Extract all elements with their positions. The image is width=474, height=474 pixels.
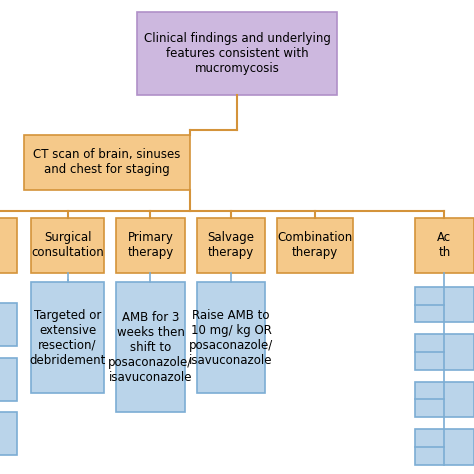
FancyBboxPatch shape	[31, 282, 104, 393]
Text: Salvage
therapy: Salvage therapy	[208, 231, 255, 259]
Text: AMB for 3
weeks then
shift to
posaconazole/
isavuconazole: AMB for 3 weeks then shift to posaconazo…	[109, 310, 192, 384]
FancyBboxPatch shape	[31, 218, 104, 273]
FancyBboxPatch shape	[116, 218, 185, 273]
Text: Clinical findings and underlying
features consistent with
mucromycosis: Clinical findings and underlying feature…	[144, 32, 330, 75]
FancyBboxPatch shape	[415, 334, 474, 370]
FancyBboxPatch shape	[137, 12, 337, 95]
FancyBboxPatch shape	[24, 135, 190, 190]
Text: CT scan of brain, sinuses
and chest for staging: CT scan of brain, sinuses and chest for …	[33, 148, 180, 176]
FancyBboxPatch shape	[415, 429, 474, 465]
FancyBboxPatch shape	[415, 218, 474, 273]
FancyBboxPatch shape	[0, 303, 17, 346]
FancyBboxPatch shape	[197, 282, 265, 393]
FancyBboxPatch shape	[0, 358, 17, 401]
Text: Surgical
consultation: Surgical consultation	[31, 231, 104, 259]
FancyBboxPatch shape	[197, 218, 265, 273]
Text: Raise AMB to
10 mg/ kg OR
posaconazole/
isavuconazole: Raise AMB to 10 mg/ kg OR posaconazole/ …	[189, 309, 273, 367]
FancyBboxPatch shape	[116, 282, 185, 412]
FancyBboxPatch shape	[415, 382, 474, 417]
FancyBboxPatch shape	[277, 218, 353, 273]
FancyBboxPatch shape	[0, 412, 17, 455]
Text: Targeted or
extensive
resection/
debridement: Targeted or extensive resection/ debride…	[29, 309, 106, 367]
Text: Primary
therapy: Primary therapy	[128, 231, 173, 259]
Text: Combination
therapy: Combination therapy	[278, 231, 353, 259]
FancyBboxPatch shape	[0, 218, 17, 273]
FancyBboxPatch shape	[415, 287, 474, 322]
Text: Ac
th: Ac th	[438, 231, 451, 259]
